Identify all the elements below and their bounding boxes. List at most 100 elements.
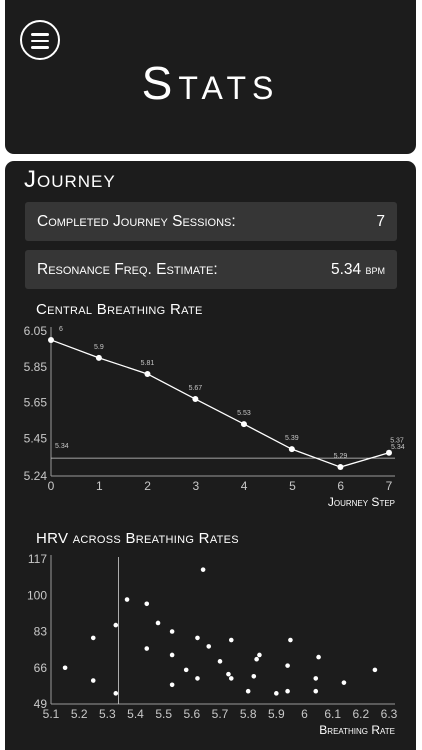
- completed-sessions-row: Completed Journey Sessions: 7: [25, 202, 397, 241]
- x-axis-title: Breathing Rate: [319, 723, 395, 737]
- chart-title-hrv: HRV across Breathing Rates: [36, 530, 239, 547]
- scatter-point: [90, 635, 96, 641]
- scatter-point: [251, 673, 257, 679]
- y-tick-label: 66: [34, 661, 48, 675]
- scatter-point: [144, 646, 150, 651]
- scatter-point: [245, 688, 251, 694]
- header-panel: Stats: [5, 0, 416, 154]
- y-tick-label: 117: [28, 552, 47, 566]
- x-tick-label: 5.6: [183, 707, 200, 721]
- x-tick-label: 2: [144, 479, 151, 493]
- y-tick-label: 5.85: [24, 360, 48, 374]
- data-label: 5.37: [390, 438, 404, 445]
- journey-panel: Journey Completed Journey Sessions: 7 Re…: [5, 161, 416, 750]
- data-point: [386, 449, 392, 456]
- section-title-journey: Journey: [24, 166, 116, 193]
- series-line: [50, 339, 390, 468]
- data-point: [144, 370, 151, 377]
- x-tick-label: 1: [96, 479, 103, 493]
- data-label: 5.67: [189, 385, 203, 392]
- scatter-point: [195, 676, 200, 681]
- data-point: [192, 396, 199, 403]
- resonance-estimate-label: Resonance Freq. Estimate:: [37, 260, 218, 278]
- x-tick-label: 5.7: [212, 707, 229, 721]
- resonance-estimate-unit: bpm: [365, 261, 385, 277]
- data-point: [337, 464, 344, 471]
- data-label: 5.9: [94, 344, 104, 351]
- scatter-point: [313, 676, 319, 681]
- x-tick-label: 5.2: [71, 707, 88, 721]
- x-tick-label: 4: [241, 479, 248, 493]
- x-tick-label: 5.4: [127, 707, 144, 721]
- data-label: 5.39: [285, 435, 299, 442]
- data-label: 5.29: [334, 453, 348, 460]
- x-tick-label: 5.9: [268, 707, 285, 721]
- scatter-point: [169, 652, 175, 658]
- reference-line-end-label: 5.34: [391, 444, 405, 451]
- resonance-estimate-value-wrap: 5.34 bpm: [331, 261, 385, 279]
- scatter-point: [316, 654, 321, 660]
- scatter-point: [183, 667, 189, 673]
- scatter-point: [155, 620, 161, 626]
- scatter-point: [206, 644, 212, 649]
- resonance-estimate-value: 5.34: [331, 260, 362, 278]
- y-tick-label: 5.65: [24, 396, 48, 410]
- scatter-point: [257, 652, 262, 658]
- scatter-point: [285, 688, 290, 694]
- y-tick-label: 49: [34, 697, 48, 711]
- x-tick-label: 5: [289, 479, 296, 493]
- chart-title-breathing-rate: Central Breathing Rate: [36, 301, 203, 318]
- hamburger-icon[interactable]: [20, 20, 60, 60]
- scatter-point: [274, 691, 279, 696]
- scatter-point: [169, 629, 175, 634]
- scatter-point: [254, 656, 259, 662]
- scatter-point: [288, 637, 293, 643]
- x-tick-label: 0: [48, 479, 55, 493]
- y-tick-label: 5.24: [24, 469, 48, 483]
- x-tick-label: 5.8: [240, 707, 257, 721]
- scatter-point: [124, 597, 130, 602]
- reference-line-label: 5.34: [55, 443, 69, 450]
- x-tick-label: 6.3: [381, 707, 398, 721]
- y-tick-label: 5.45: [24, 431, 48, 445]
- x-tick-label: 6: [301, 707, 308, 721]
- scatter-point: [195, 635, 200, 641]
- y-tick-label: 6.05: [24, 324, 48, 338]
- x-tick-label: 3: [193, 479, 200, 493]
- data-label: 6: [59, 326, 63, 333]
- data-point: [240, 421, 247, 428]
- data-label: 5.81: [141, 360, 155, 367]
- page-title: Stats: [141, 57, 280, 109]
- x-tick-label: 5.1: [43, 707, 60, 721]
- scatter-point: [313, 688, 319, 694]
- scatter-point: [200, 567, 206, 572]
- data-point: [48, 336, 54, 343]
- completed-sessions-label: Completed Journey Sessions:: [37, 212, 236, 230]
- scatter-point: [226, 671, 231, 677]
- data-point: [288, 446, 295, 453]
- x-axis-title: Journey Step: [328, 495, 395, 509]
- scatter-point: [90, 678, 96, 683]
- scatter-point: [228, 637, 234, 643]
- x-tick-label: 7: [386, 479, 393, 493]
- data-point: [95, 354, 102, 361]
- x-tick-label: 5.5: [155, 707, 172, 721]
- resonance-estimate-row: Resonance Freq. Estimate: 5.34 bpm: [25, 250, 397, 289]
- x-tick-label: 5.3: [99, 707, 116, 721]
- scatter-point: [113, 691, 119, 696]
- x-tick-label: 6.2: [352, 707, 369, 721]
- breathing-rate-chart: 6.05 5.85 5.65 5.45 5.240 1 2 3 4 5 6 7 Journey Step…: [24, 324, 405, 509]
- scatter-point: [113, 622, 119, 628]
- scatter-point: [62, 665, 68, 671]
- scatter-point: [341, 680, 347, 685]
- scatter-point: [217, 659, 223, 664]
- data-label: 5.53: [237, 410, 251, 417]
- x-tick-label: 6: [337, 479, 344, 493]
- scatter-point: [372, 667, 378, 673]
- scatter-point: [285, 663, 290, 668]
- completed-sessions-value: 7: [376, 212, 385, 230]
- hrv-scatter-chart: 117 100 83 66 495.1 5.2 5.3 5.4 5.5 5.6 5.7 5.8 5.9 6…: [27, 552, 398, 737]
- y-tick-label: 83: [34, 625, 48, 639]
- scatter-point: [228, 676, 234, 681]
- scatter-point: [144, 601, 150, 607]
